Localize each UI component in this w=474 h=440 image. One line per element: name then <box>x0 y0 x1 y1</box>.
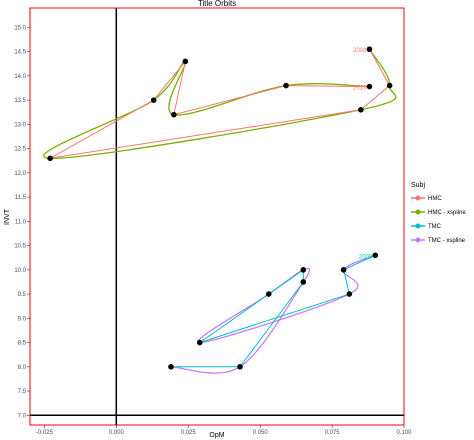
y-tick-label: 7.5 <box>18 389 27 395</box>
hmc-data-point <box>366 83 373 90</box>
y-tick-label: 14.0 <box>14 74 26 80</box>
y-tick-label: 11.0 <box>15 219 27 225</box>
x-tick-label: 0.050 <box>253 430 269 436</box>
y-tick-label: 7.0 <box>18 413 27 419</box>
point-label: 2015 <box>353 86 367 92</box>
hmc-data-point <box>283 82 289 89</box>
tmc-data-point <box>300 267 307 273</box>
legend-label: HMC - xspline <box>428 210 466 216</box>
y-tick-label: 11.5 <box>15 195 27 201</box>
legend-title: Subj <box>411 182 425 189</box>
tmc-data-point <box>196 339 203 346</box>
tmc-data-point <box>372 252 379 259</box>
y-tick-label: 12.0 <box>14 171 26 177</box>
point-label: 2008 <box>353 48 367 54</box>
legend-label: TMC <box>428 224 442 230</box>
y-tick-label: 12.5 <box>14 147 26 153</box>
y-tick-label: 9.5 <box>18 292 27 298</box>
legend-key-point <box>415 209 421 215</box>
x-axis-title: OpM <box>209 432 224 439</box>
legend-entry: TMC <box>411 223 442 230</box>
hmc-data-point <box>358 107 364 113</box>
y-tick-label: 15.0 <box>14 25 26 31</box>
hmc-xspline-line <box>43 48 397 159</box>
x-tick-label: 0.100 <box>396 430 412 436</box>
y-axis-title: INVT <box>4 208 11 225</box>
y-axis-ticks: 7.0 7.5 8.0 8.5 9.0 9.5 10.0 10.5 11.0 11.5 12.0 12… <box>14 25 30 419</box>
hmc-data-point <box>366 46 373 53</box>
y-tick-label: 9.0 <box>18 316 27 322</box>
x-tick-label: 0.000 <box>109 430 125 436</box>
tmc-data-point <box>340 267 347 273</box>
x-axis-ticks: -0.025 0.000 0.025 0.050 0.075 0.100 <box>36 425 412 436</box>
x-tick-label: 0.075 <box>325 430 341 436</box>
legend-label: TMC - xspline <box>428 238 466 244</box>
x-tick-label: -0.025 <box>36 430 54 436</box>
legend-key-point <box>415 223 421 229</box>
hmc-data-point <box>171 111 177 118</box>
hmc-data-point <box>47 155 53 162</box>
chart-title: Title Orbits <box>198 0 236 8</box>
y-tick-label: 10.0 <box>14 268 26 274</box>
hmc-data-point <box>150 97 157 103</box>
legend-entry: HMC - xspline <box>411 209 466 216</box>
legend-key-point <box>415 195 421 201</box>
panel-border <box>29 7 405 426</box>
point-label: 2008 <box>359 254 373 260</box>
y-tick-label: 14.5 <box>14 50 26 56</box>
x-tick-label: 0.025 <box>181 430 197 436</box>
tmc-data-point <box>346 291 353 297</box>
y-tick-label: 10.5 <box>14 244 26 250</box>
legend-entry: HMC <box>411 195 442 202</box>
tmc-data-point <box>237 364 243 370</box>
y-tick-label: 8.5 <box>18 341 27 347</box>
point-labels: 2008 2015 2008 <box>353 48 373 260</box>
legend: Subj HMC HMC - xspline TMC TMC - xspline <box>411 182 466 244</box>
y-tick-label: 13.0 <box>14 122 26 128</box>
tmc-data-point <box>265 291 272 297</box>
y-tick-label: 13.5 <box>14 98 26 104</box>
data-points <box>47 46 393 370</box>
reference-lines <box>30 8 404 425</box>
tmc-data-point <box>300 279 307 285</box>
legend-label: HMC <box>428 196 442 202</box>
legend-key-point <box>415 237 421 243</box>
tmc-data-point <box>168 364 174 370</box>
legend-entry: TMC - xspline <box>411 237 466 244</box>
hmc-data-point <box>182 58 189 65</box>
y-tick-label: 8.0 <box>18 365 27 371</box>
hmc-data-point <box>386 82 393 89</box>
